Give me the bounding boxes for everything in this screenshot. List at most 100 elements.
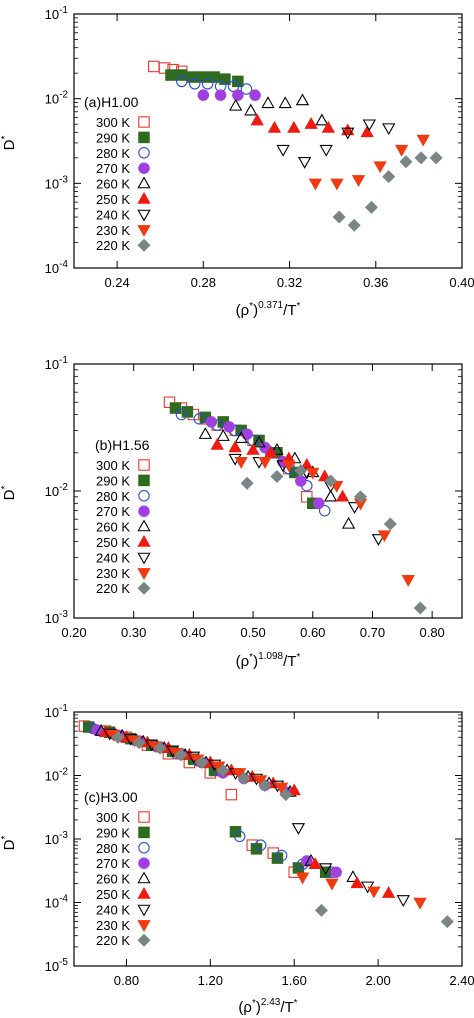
data-point [205,416,218,428]
data-point [381,886,396,898]
panel-b: 10-3 10-2 10-1 0.20 0.30 0.40 0.50 0.60 0.70 0.80… [0,355,463,670]
data-point [371,534,386,546]
data-point [367,886,381,899]
data-point [244,103,258,116]
x-axis-label: (ρ*)2.43/T* [238,997,297,1016]
legend-marker [137,191,151,204]
data-point [210,437,224,450]
data-point [278,96,292,109]
legend-label: 260 K [96,177,130,192]
data-point [176,75,188,88]
plot-frame [73,363,463,619]
legend-marker [137,209,151,222]
legend-label: 250 K [96,192,130,207]
data-point [252,435,266,448]
data-point [153,741,167,755]
data-point [132,736,146,750]
data-point [250,113,264,126]
x-tick-label: 0.60 [300,625,325,640]
x-tick-label: 0.50 [240,625,265,640]
data-point [399,155,413,169]
y-tick-label: 10-2 [45,482,69,499]
data-point [350,876,364,889]
x-axis-label: (ρ*)0.371/T* [236,300,301,319]
y-tick-label: 10-2 [45,90,69,107]
data-point [270,470,284,484]
data-point [347,502,362,514]
data-point [330,178,344,191]
data-point [229,826,242,838]
data-point [111,730,125,744]
data-point [176,69,188,81]
legend-label: 280 K [96,841,130,856]
legend-marker [137,871,151,884]
x-tick-label: 0.24 [104,275,129,290]
x-tick-label: 1.60 [282,973,307,988]
data-point [341,127,355,140]
y-tick-label: 10-1 [45,5,69,22]
x-tick-label: 2.40 [449,973,474,988]
legend-marker [137,920,151,932]
legend-marker [137,519,151,532]
data-point [264,445,278,458]
legend-marker [137,568,151,580]
data-point [324,489,338,502]
legend-marker [137,552,151,565]
x-tick-label: 0.80 [114,973,139,988]
data-point [321,120,336,133]
data-point [341,123,355,136]
data-point [193,413,206,425]
legend-label: 240 K [96,207,130,222]
y-tick-label: 10-2 [45,767,69,784]
data-point [295,93,310,106]
legend-marker [138,490,150,502]
data-point [346,870,360,882]
data-point [429,151,443,165]
data-point [261,96,275,109]
y-tick-label: 10-3 [45,174,69,191]
data-point [319,144,333,157]
data-point [197,89,210,101]
y-axis-label: D* [0,136,18,151]
data-point [169,402,182,414]
data-point [413,601,427,615]
data-point [175,408,188,421]
data-point [223,421,235,433]
data-point [275,849,288,862]
legend-marker [137,886,151,899]
data-point [229,98,243,111]
panel-label: (b)H1.56 [95,437,150,453]
x-tick-label: 0.32 [277,275,302,290]
data-point [282,460,296,473]
data-point [228,440,242,453]
data-point [225,788,238,801]
x-tick-label: 0.40 [449,275,474,290]
data-point [394,144,409,157]
data-point [195,756,209,770]
legend-marker [137,933,151,947]
panel-a: 10-4 10-3 10-2 10-1 0.24 0.28 0.32 0.36 0.40 300 … [0,5,474,319]
legend-marker [137,176,151,189]
legend-label: 260 K [96,872,130,887]
legend-marker [138,811,150,823]
data-point [318,504,331,517]
data-point [216,429,230,441]
legend-label: 300 K [96,810,130,825]
legend-label: 240 K [96,902,130,917]
data-point [324,474,338,488]
y-tick-label: 10-4 [45,259,69,276]
legend-marker [138,857,150,869]
data-point [382,123,396,136]
data-point [440,915,454,929]
legend-label: 250 K [96,887,130,902]
data-point [295,872,310,885]
legend-label: 220 K [96,238,130,253]
y-tick-label: 10-5 [45,957,69,974]
data-point [301,491,313,503]
legend-marker [138,826,150,839]
legend-label: 300 K [96,115,130,130]
plot-frame [73,13,463,269]
data-point [354,490,368,504]
legend-label: 220 K [96,581,130,596]
legend-marker [138,842,150,854]
